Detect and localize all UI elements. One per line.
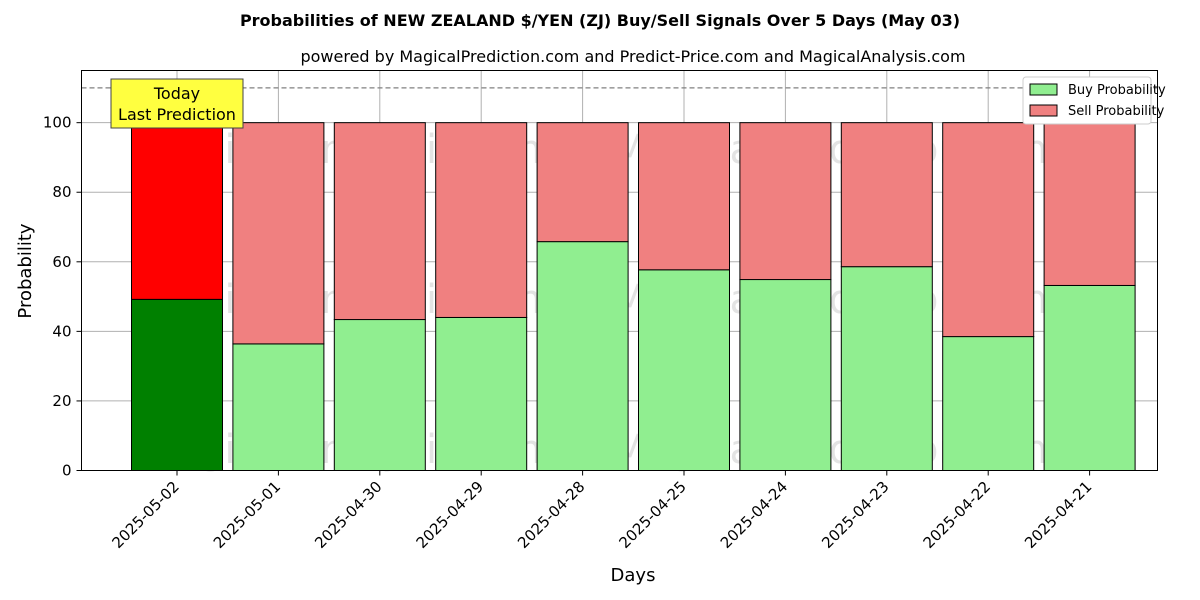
sell-bar [131, 122, 223, 300]
y-tick-label: 40 [52, 322, 71, 340]
x-tick-label: 2025-04-22 [920, 478, 994, 552]
x-tick-label: 2025-04-29 [413, 478, 487, 552]
chart-title: Probabilities of NEW ZEALAND $/YEN (ZJ) … [240, 11, 960, 30]
annotation-line: Today [153, 84, 200, 103]
y-tick-label: 60 [52, 253, 71, 271]
x-tick-label: 2025-05-01 [210, 478, 284, 552]
sell-bar [232, 122, 325, 345]
buy-bar [638, 269, 730, 471]
plot-frame [81, 70, 1158, 471]
bars [131, 122, 1136, 472]
buy-bar [435, 316, 528, 471]
legend-label: Buy Probability [1068, 83, 1166, 98]
today-annotation: Today Last Prediction [110, 78, 244, 129]
sell-bar [739, 122, 832, 281]
y-tick-label: 0 [62, 462, 72, 480]
sell-bar [942, 122, 1035, 338]
sell-bar [435, 122, 528, 318]
buy-bar [739, 279, 832, 472]
x-tick-label: 2025-04-24 [717, 478, 791, 552]
x-axis-ticks: 2025-05-02 2025-05-01 2025-04-30 2025-04-29… [108, 470, 1095, 552]
x-tick-label: 2025-04-23 [818, 478, 892, 552]
buy-bar [333, 319, 426, 472]
annotation-line: Last Prediction [118, 105, 236, 124]
sell-bar [638, 122, 730, 271]
x-tick-label: 2025-04-30 [311, 478, 385, 552]
chart-subtitle: powered by MagicalPrediction.com and Pre… [300, 47, 965, 66]
buy-bar [536, 241, 629, 471]
x-tick-label: 2025-05-02 [108, 478, 182, 552]
legend-swatch [1029, 83, 1058, 96]
sell-bar [536, 122, 629, 243]
buy-bar [942, 336, 1035, 471]
x-axis-label: Days [611, 565, 656, 586]
y-tick-label: 80 [52, 183, 71, 201]
legend: Buy Probability Sell Probability [1022, 76, 1166, 125]
y-tick-label: 100 [43, 114, 72, 132]
buy-bar [1043, 284, 1136, 471]
x-tick-label: 2025-04-28 [514, 478, 588, 552]
sell-bar [333, 122, 426, 321]
legend-swatch [1029, 104, 1058, 117]
sell-bar [840, 122, 933, 268]
x-tick-label: 2025-04-21 [1021, 478, 1095, 552]
buy-bar [131, 298, 223, 471]
y-axis-label: Probability [15, 223, 36, 318]
y-axis-ticks: 0 20 40 60 80 100 [43, 114, 82, 480]
legend-label: Sell Probability [1068, 104, 1165, 119]
x-tick-label: 2025-04-25 [615, 478, 689, 552]
buy-bar [232, 343, 325, 471]
sell-bar [1043, 122, 1136, 286]
y-tick-label: 20 [52, 392, 71, 410]
annotation-box [110, 78, 244, 129]
buy-bar [840, 266, 933, 471]
